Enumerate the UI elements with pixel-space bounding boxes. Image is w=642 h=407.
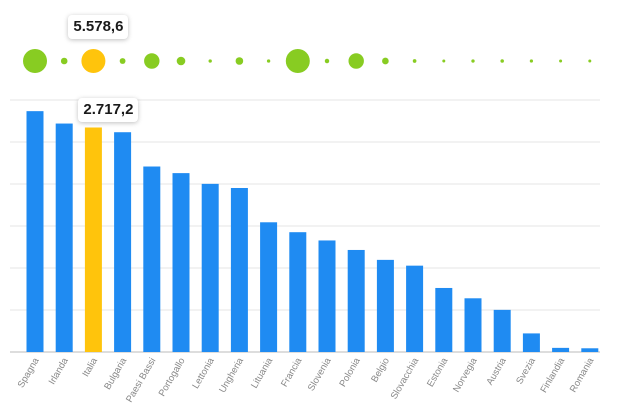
bar-3[interactable] bbox=[84, 127, 102, 352]
bar-7[interactable] bbox=[201, 183, 219, 352]
bar-19[interactable] bbox=[552, 347, 570, 352]
bubble-4[interactable] bbox=[119, 58, 126, 64]
bar-16[interactable] bbox=[464, 298, 482, 352]
x-tick-label: Italia bbox=[80, 355, 100, 378]
x-tick-label: Polonia bbox=[337, 355, 363, 389]
bubble-6[interactable] bbox=[176, 56, 186, 66]
bubble-row bbox=[23, 49, 592, 73]
bubble-3[interactable] bbox=[81, 49, 106, 73]
x-tick-label: Belgio bbox=[369, 356, 392, 384]
bubble-5[interactable] bbox=[144, 53, 160, 69]
bubble-value-tooltip: 5.578,6 bbox=[68, 15, 129, 39]
bubble-19[interactable] bbox=[559, 59, 563, 63]
bar-12[interactable] bbox=[347, 249, 365, 352]
x-tick-label: Romania bbox=[568, 355, 597, 394]
bar-1[interactable] bbox=[26, 111, 44, 352]
bar-10[interactable] bbox=[289, 232, 307, 352]
x-tick-label: Lituania bbox=[249, 355, 276, 390]
x-tick-label: Estonia bbox=[425, 355, 451, 389]
bubble-2[interactable] bbox=[60, 57, 68, 65]
bar-4[interactable] bbox=[114, 132, 132, 352]
x-tick-label: Svezia bbox=[514, 355, 538, 386]
bubble-7[interactable] bbox=[208, 59, 212, 63]
bubble-9[interactable] bbox=[266, 59, 271, 63]
bars bbox=[26, 111, 599, 352]
x-tick-label: Irlanda bbox=[47, 355, 71, 386]
bar-value-tooltip: 2.717,2 bbox=[78, 98, 139, 123]
bar-2[interactable] bbox=[55, 123, 73, 352]
bubble-12[interactable] bbox=[348, 53, 364, 69]
bubble-13[interactable] bbox=[382, 57, 389, 65]
bar-6[interactable] bbox=[172, 173, 190, 352]
bar-20[interactable] bbox=[581, 348, 599, 352]
x-tick-label: Finlandia bbox=[538, 355, 567, 395]
bar-8[interactable] bbox=[230, 187, 248, 352]
bar-11[interactable] bbox=[318, 240, 336, 352]
bubble-10[interactable] bbox=[285, 49, 310, 73]
x-tick-label: Portogallo bbox=[157, 356, 188, 399]
bubble-15[interactable] bbox=[442, 59, 446, 63]
bar-17[interactable] bbox=[493, 309, 511, 352]
bubble-1[interactable] bbox=[23, 49, 47, 73]
bubble-8[interactable] bbox=[235, 57, 244, 65]
x-tick-label: Lettonia bbox=[190, 355, 217, 390]
bar-14[interactable] bbox=[406, 265, 424, 352]
x-tick-label: Francia bbox=[279, 355, 305, 389]
bar-9[interactable] bbox=[260, 222, 278, 352]
bar-18[interactable] bbox=[522, 333, 540, 352]
bubble-18[interactable] bbox=[529, 59, 534, 63]
bubble-14[interactable] bbox=[412, 59, 417, 63]
bubble-11[interactable] bbox=[324, 58, 330, 64]
bubble-17[interactable] bbox=[500, 59, 504, 63]
bar-5[interactable] bbox=[143, 166, 161, 352]
bar-15[interactable] bbox=[435, 287, 453, 352]
bubble-16[interactable] bbox=[471, 59, 475, 63]
bubble-20[interactable] bbox=[588, 59, 592, 63]
bar-13[interactable] bbox=[376, 259, 394, 352]
x-tick-label: Bulgaria bbox=[102, 355, 129, 391]
x-tick-label: Spagna bbox=[16, 355, 42, 389]
x-tick-label: Austria bbox=[484, 355, 509, 387]
x-tick-label: Slovenia bbox=[306, 355, 334, 393]
x-tick-label: Ungheria bbox=[217, 355, 246, 395]
x-tick-label: Paesi Bassi bbox=[124, 356, 158, 404]
x-tick-label: Slovacchia bbox=[389, 355, 422, 401]
x-tick-label: Norvegia bbox=[451, 355, 480, 394]
